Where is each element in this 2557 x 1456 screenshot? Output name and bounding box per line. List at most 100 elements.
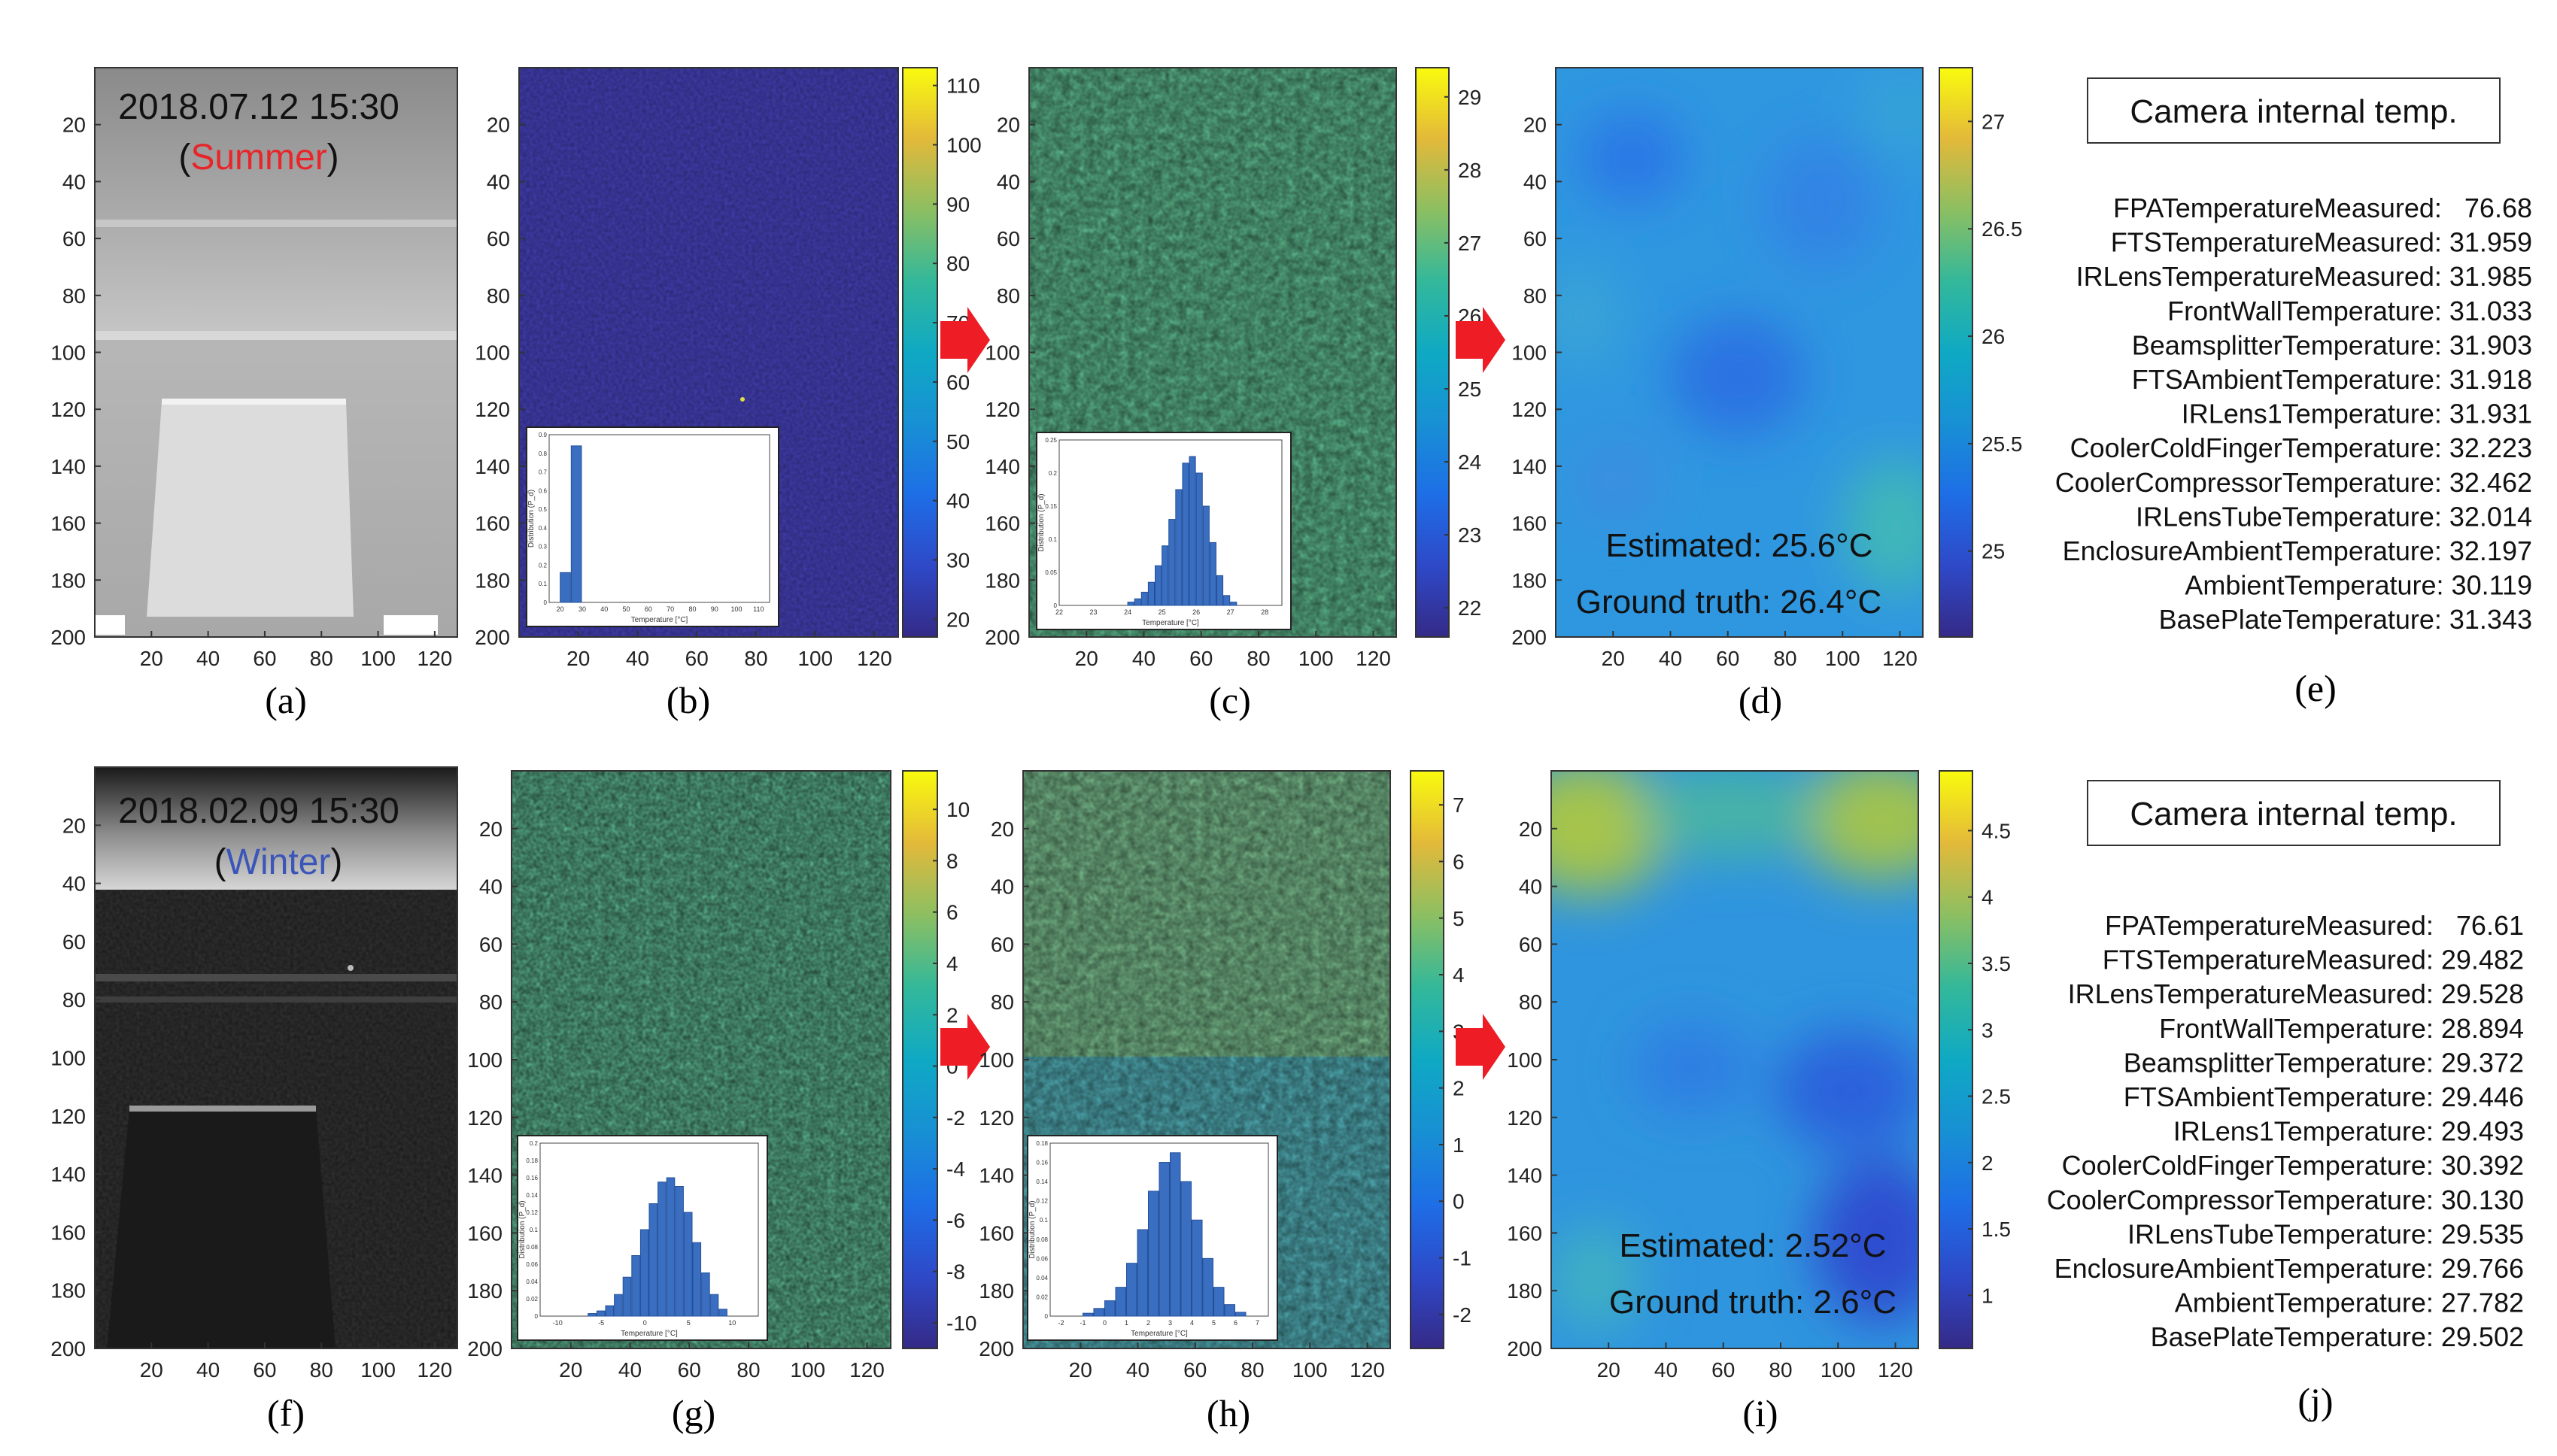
panel-i-colorbar — [1939, 770, 1973, 1349]
inset-x-axis-label: Temperature [°C] — [631, 616, 688, 624]
panel-label-b: (b) — [667, 679, 710, 721]
arrow-right-icon — [1456, 307, 1505, 373]
inset-x-tick-label: 27 — [1227, 608, 1234, 616]
panel-a-x-ticks: 20 40 60 80 100 120 — [140, 631, 452, 670]
internal-temp-entry: BeamsplitterTemperature: 29.372 — [2124, 1047, 2524, 1078]
colorbar-tick-label: 8 — [946, 849, 958, 872]
y-tick-label: 200 — [475, 626, 510, 649]
panel-h-x-ticks: 20 40 60 80 100 120 — [1069, 1342, 1385, 1382]
colorbar-tick-label: 27 — [1458, 232, 1481, 255]
x-tick-label: 20 — [1602, 647, 1625, 670]
inset-x-tick-label: -2 — [1058, 1319, 1064, 1327]
colorbar-tick-label: -1 — [1453, 1247, 1471, 1270]
y-tick-label: 60 — [1523, 227, 1547, 250]
y-tick-label: 40 — [1523, 170, 1547, 193]
histogram-bar — [1192, 1219, 1203, 1317]
y-tick-label: 180 — [50, 1279, 86, 1303]
colorbar-tick-label: 26.5 — [1982, 217, 2023, 241]
inset-x-tick-label: 80 — [688, 605, 696, 613]
histogram-bar — [605, 1305, 615, 1317]
histogram-bar — [692, 1242, 702, 1317]
inset-x-tick-label: 2 — [1146, 1319, 1150, 1327]
y-tick-label: 120 — [985, 398, 1020, 421]
summer-season-word: Summer — [190, 138, 326, 177]
inset-x-tick-label: 0 — [1103, 1319, 1107, 1327]
inset-y-tick-label: 0.1 — [539, 581, 548, 587]
colorbar-tick-label: 0 — [1453, 1190, 1465, 1213]
colorbar-tick-label: 27 — [1982, 110, 2005, 133]
histogram-bar — [666, 1177, 676, 1317]
colorbar-tick-label: 29 — [1458, 86, 1481, 109]
internal-temp-title: Camera internal temp. — [2130, 93, 2457, 130]
y-tick-label: 160 — [50, 512, 86, 535]
colorbar-tick-label: 3 — [1982, 1018, 1994, 1042]
y-tick-label: 140 — [50, 455, 86, 478]
inset-y-tick-label: 0.18 — [1036, 1140, 1048, 1147]
panel-d-x-ticks: 20 40 60 80 100 120 — [1602, 631, 1918, 670]
histogram-bar — [1168, 519, 1176, 606]
y-tick-label: 200 — [467, 1337, 503, 1360]
x-tick-label: 120 — [1878, 1358, 1913, 1382]
summer-panel-object — [147, 402, 354, 617]
inset-axes — [548, 434, 770, 603]
colorbar-tick-label: 20 — [946, 608, 970, 631]
inset-y-tick-label: 0.08 — [526, 1244, 538, 1251]
inset-y-tick-label: 0.12 — [526, 1209, 538, 1216]
histogram-bar — [1209, 541, 1216, 606]
y-tick-label: 20 — [991, 817, 1014, 841]
inset-x-tick-label: -1 — [1080, 1319, 1086, 1327]
histogram-bar — [1224, 1304, 1235, 1317]
y-tick-label: 120 — [50, 1105, 86, 1128]
inset-y-tick-label: 0.08 — [1036, 1236, 1048, 1243]
colorbar-tick-label: -6 — [946, 1209, 965, 1232]
winter-timestamp: 2018.02.09 15:30 — [118, 791, 399, 831]
colorbar-tick-label: 25 — [1458, 378, 1481, 401]
internal-temp-entry: BasePlateTemperature: 29.502 — [2151, 1321, 2524, 1352]
x-tick-label: 20 — [559, 1358, 582, 1382]
x-tick-label: 40 — [1654, 1358, 1678, 1382]
x-tick-label: 20 — [1075, 647, 1098, 670]
internal-temp-entry: FTSAmbientTemperature: 29.446 — [2124, 1081, 2524, 1112]
histogram-bar — [1213, 1287, 1225, 1317]
histogram-bar — [1093, 1308, 1104, 1317]
colorbar-tick-label: 4.5 — [1982, 819, 2011, 842]
y-tick-label: 200 — [979, 1337, 1014, 1360]
histogram-bar — [1180, 1181, 1192, 1317]
histogram-bar — [1216, 575, 1224, 606]
x-tick-label: 40 — [626, 647, 649, 670]
colorbar-tick-label: 2 — [946, 1003, 958, 1027]
winter-panel-object — [107, 1109, 336, 1348]
colorbar-tick-label: 25.5 — [1982, 432, 2023, 456]
histogram-bar — [1083, 1312, 1094, 1317]
inset-y-tick-label: 0.1 — [530, 1227, 539, 1233]
y-tick-label: 40 — [487, 170, 510, 193]
x-tick-label: 100 — [360, 647, 396, 670]
inset-y-tick-label: 0.5 — [539, 506, 548, 513]
arrow-right-icon — [940, 307, 990, 373]
internal-temp-entry: IRLens1Temperature: 31.931 — [2182, 399, 2532, 429]
inset-x-tick-label: 6 — [1234, 1319, 1238, 1327]
y-tick-label: 100 — [1507, 1048, 1542, 1072]
y-tick-label: 80 — [1523, 284, 1547, 308]
inset-y-tick-label: 0.02 — [1036, 1294, 1048, 1300]
panel-g-x-ticks: 20 40 60 80 100 120 — [559, 1342, 885, 1382]
inset-y-tick-label: 0.12 — [1036, 1198, 1048, 1205]
y-tick-label: 180 — [1511, 569, 1547, 592]
y-tick-label: 140 — [979, 1164, 1014, 1188]
panel-i-y-ticks: 20 40 60 80 100 120 140 160 180 200 — [1507, 817, 1557, 1360]
y-tick-label: 180 — [475, 569, 510, 592]
x-tick-label: 80 — [1769, 1358, 1792, 1382]
y-tick-label: 180 — [1507, 1279, 1542, 1303]
panel-h-histogram-inset: -2 -1 0 1 2 3 4 5 6 7 0 0.02 0.04 0.06 0.08 0.1 0.12 0.14… — [1027, 1135, 1278, 1341]
x-tick-label: 80 — [1773, 647, 1796, 670]
internal-temp-title-box — [2087, 780, 2501, 846]
y-tick-label: 200 — [1507, 1337, 1542, 1360]
panel-c-histogram-inset: 22 23 24 25 26 27 28 0 0.05 0.1 0.15 0.2 0.25 Tempera… — [1036, 432, 1292, 630]
inset-y-tick-label: 0.14 — [526, 1192, 538, 1199]
y-tick-label: 60 — [997, 227, 1020, 250]
internal-temp-entry: CoolerCompressorTemperature: 30.130 — [2047, 1185, 2524, 1215]
inset-y-tick-label: 0.06 — [1036, 1255, 1048, 1262]
inset-y-tick-label: 0.1 — [1040, 1217, 1049, 1224]
internal-temp-entry: IRLensTubeTemperature: 29.535 — [2127, 1218, 2524, 1249]
inset-y-tick-label: 0.9 — [539, 432, 548, 438]
